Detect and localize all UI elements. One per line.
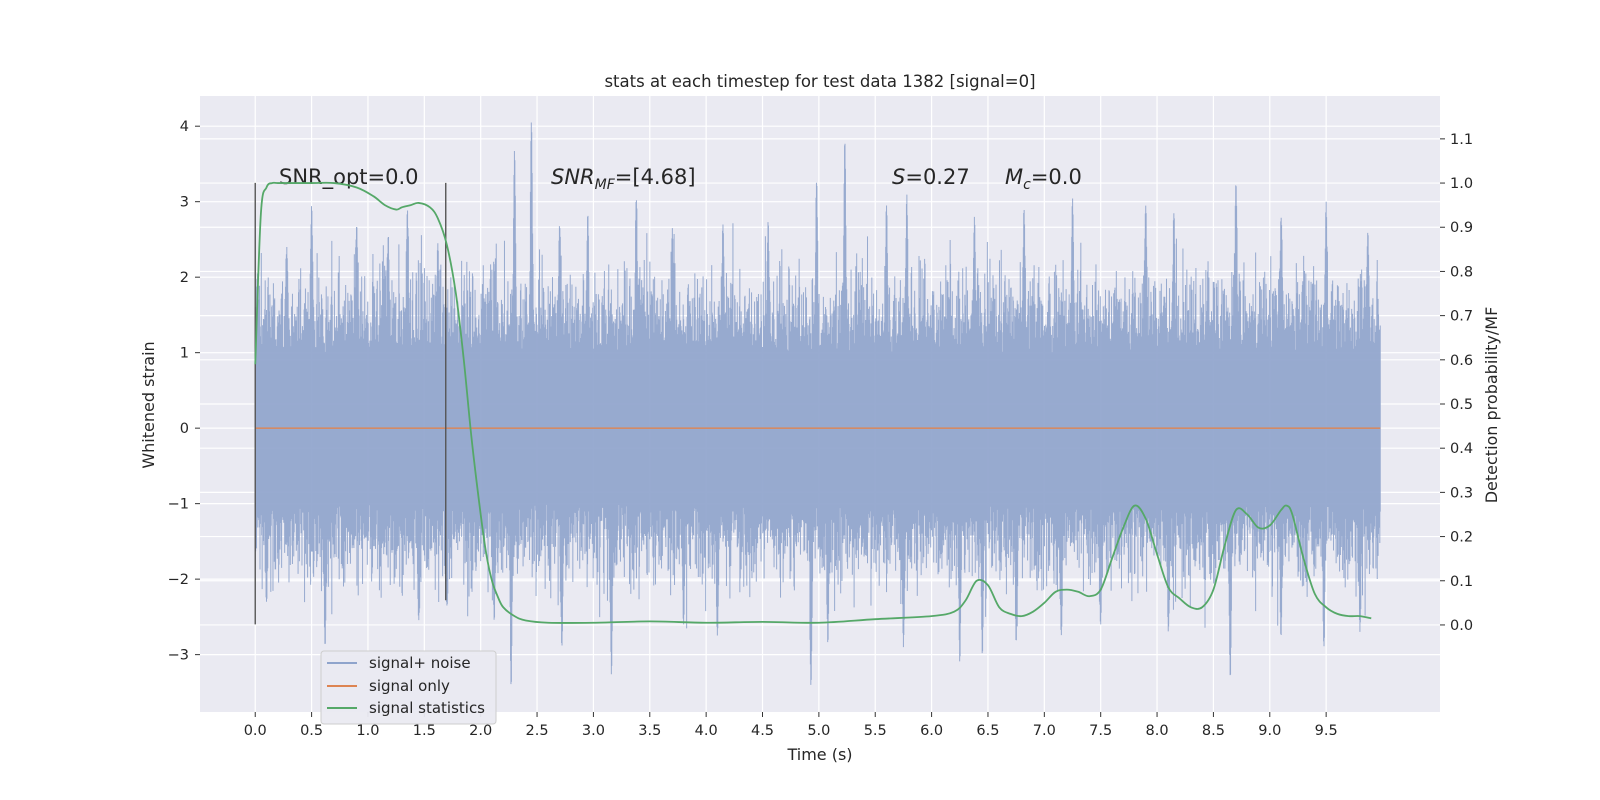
annotation-snr-mf: SNRMF=[4.68] <box>551 165 696 193</box>
y-right-tick-label: 0.0 <box>1450 618 1473 634</box>
y-right-tick-label: 0.1 <box>1450 574 1473 590</box>
x-tick-label: 6.5 <box>976 723 999 739</box>
x-tick-label: 0.0 <box>244 723 267 739</box>
y-right-tick-label: 0.3 <box>1450 485 1473 501</box>
snr-mf-base: SNR <box>551 165 595 189</box>
x-tick-label: 3.5 <box>638 723 661 739</box>
y-left-tick-label: −2 <box>168 572 189 588</box>
x-tick-label: 8.5 <box>1202 723 1225 739</box>
y-right-tick-label: 0.4 <box>1450 441 1473 457</box>
y-axis-label-right: Detection probability/MF <box>1482 307 1501 504</box>
vertical-markers <box>254 182 447 625</box>
x-tick-label: 7.0 <box>1033 723 1056 739</box>
y-right-tick-label: 0.2 <box>1450 530 1473 546</box>
chart-title: stats at each timestep for test data 138… <box>604 72 1035 91</box>
x-tick-label: 4.0 <box>695 723 718 739</box>
x-tick-label: 1.5 <box>413 723 436 739</box>
x-tick-label: 2.0 <box>469 723 492 739</box>
y-left-tick-label: 1 <box>180 346 189 362</box>
x-tick-label: 5.5 <box>864 723 887 739</box>
y-left-tick-label: 3 <box>180 195 189 211</box>
y-left-tick-label: −1 <box>168 497 189 513</box>
s-value: =0.27 <box>905 165 969 189</box>
x-tick-label: 9.0 <box>1258 723 1281 739</box>
snr-mf-sub: MF <box>595 177 616 193</box>
y-left-tick-label: 2 <box>180 270 189 286</box>
x-tick-label: 4.5 <box>751 723 774 739</box>
annotation-snr-opt: SNR_opt=0.0 <box>279 165 419 190</box>
x-tick-label: 8.0 <box>1146 723 1169 739</box>
legend: signal+ noise signal only signal statist… <box>320 650 497 725</box>
x-axis-label: Time (s) <box>786 745 852 764</box>
mc-base: M <box>1005 165 1023 189</box>
legend-box <box>320 650 497 725</box>
s-base: S <box>892 165 905 189</box>
y-right-tick-label: 0.5 <box>1450 397 1473 413</box>
x-tick-label: 6.0 <box>920 723 943 739</box>
y-right-tick-label: 1.0 <box>1450 176 1473 192</box>
y-right-tick-label: 1.1 <box>1450 132 1473 148</box>
legend-label-signal-only: signal only <box>369 677 450 695</box>
y-right-tick-label: 0.8 <box>1450 264 1473 280</box>
y-left-tick-label: 4 <box>180 119 189 135</box>
y-right-tick-label: 0.9 <box>1450 220 1473 236</box>
x-tick-label: 9.5 <box>1315 723 1338 739</box>
mc-value: =0.0 <box>1031 165 1082 189</box>
x-tick-label: 2.5 <box>526 723 549 739</box>
x-tick-label: 7.5 <box>1089 723 1112 739</box>
x-tick-label: 3.0 <box>582 723 605 739</box>
legend-label-signal-statistics: signal statistics <box>369 699 485 717</box>
annotation-s: S=0.27 <box>892 165 970 189</box>
y-axis-label-left: Whitened strain <box>139 341 158 468</box>
ticks: 0.0 0.5 1.0 1.5 2.0 2.5 3.0 3.5 4.0 4.5 5.0 5.5 6.0 6… <box>168 119 1473 739</box>
y-left-tick-label: −3 <box>168 648 189 664</box>
snr-mf-value: =[4.68] <box>615 165 696 189</box>
x-tick-label: 1.0 <box>356 723 379 739</box>
annotation-mc: Mc=0.0 <box>1005 165 1082 193</box>
legend-label-signal-noise: signal+ noise <box>369 654 471 672</box>
series-signal-statistics <box>254 181 1372 624</box>
y-left-tick-label: 0 <box>180 421 189 437</box>
y-right-tick-label: 0.7 <box>1450 309 1473 325</box>
mc-sub: c <box>1023 177 1031 193</box>
x-tick-label: 5.0 <box>807 723 830 739</box>
x-tick-label: 0.5 <box>300 723 323 739</box>
y-right-tick-label: 0.6 <box>1450 353 1473 369</box>
